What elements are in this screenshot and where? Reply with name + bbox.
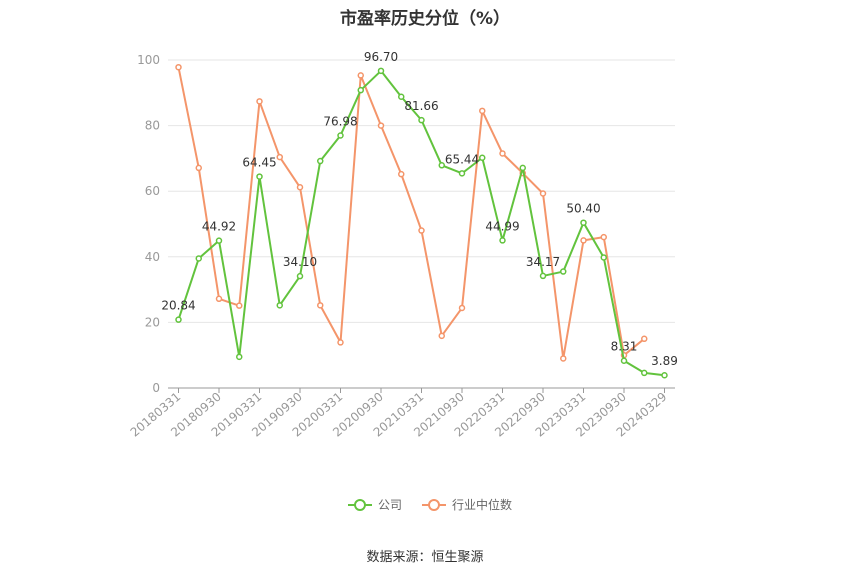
data-point [236,353,243,361]
data-point [377,122,385,129]
data-point [438,162,445,169]
data-label: 81.66 [404,99,438,113]
data-point [377,67,385,75]
data-label: 8.31 [611,340,638,354]
data-point [215,295,223,303]
data-point [620,357,628,364]
data-point [641,369,648,377]
data-point [438,332,445,340]
data-point [458,304,466,312]
data-point [580,237,587,244]
y-tick-label: 20 [145,315,160,329]
data-point [458,170,466,177]
data-point [539,190,547,197]
data-point [519,164,526,172]
data-point [539,272,547,280]
data-label: 3.89 [651,354,678,368]
data-point [418,227,425,234]
data-point [580,219,587,226]
data-point [499,237,506,244]
data-point [276,302,283,309]
data-label: 50.40 [566,202,600,216]
data-point [479,154,486,161]
data-point [357,72,364,79]
data-label: 44.92 [202,220,236,234]
data-point [479,107,486,115]
data-label: 65.44 [445,152,479,166]
legend-marker [428,499,440,511]
legend-label: 公司 [378,498,402,512]
data-source: 数据来源：恒生聚源 [366,550,484,565]
data-point [276,153,283,161]
y-tick-label: 60 [145,184,160,198]
data-point [296,184,304,191]
data-label: 64.45 [242,156,276,170]
data-point [236,302,243,309]
data-point [175,63,182,71]
series-line-0 [177,69,665,377]
data-point [641,335,648,343]
data-point [337,339,344,346]
data-point [195,164,202,172]
chart-title: 市盈率历史分位（%） [339,9,511,29]
data-point [256,98,263,105]
data-point [256,173,263,180]
y-tick-label: 40 [145,250,160,264]
legend-marker [354,499,366,511]
data-point [317,157,324,165]
data-point [296,272,304,280]
y-tick-label: 100 [137,53,160,67]
data-point [337,132,344,139]
data-point [418,116,425,124]
data-label: 44.99 [485,219,519,233]
data-point [560,355,567,362]
data-point [499,150,506,157]
data-label: 34.10 [283,255,317,269]
data-label: 96.70 [364,50,398,64]
legend-label: 行业中位数 [452,497,512,512]
data-point [175,316,182,323]
data-point [215,237,223,244]
data-point [661,371,668,379]
data-point [600,233,607,241]
data-point [357,86,364,94]
data-point [560,268,567,275]
y-tick-label: 80 [145,119,160,133]
data-point [398,93,405,100]
data-point [195,255,202,262]
data-label: 76.98 [323,115,357,129]
series-line-1 [177,67,645,360]
data-point [317,302,324,309]
data-point [398,170,405,178]
data-label: 34.17 [526,255,560,269]
data-label: 20.84 [161,299,195,313]
y-tick-label: 0 [152,381,160,395]
data-point [600,254,607,261]
